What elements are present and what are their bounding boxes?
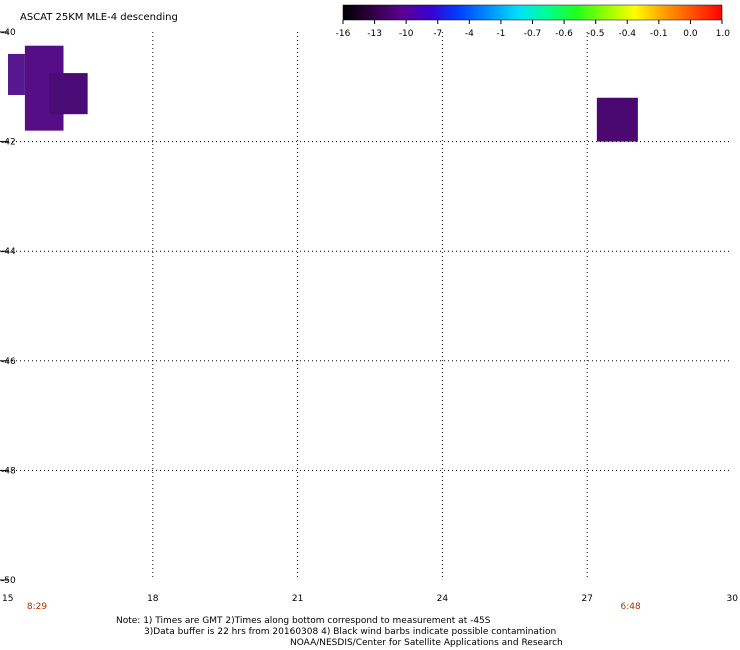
colorbar-label: -0.7 — [524, 29, 542, 39]
y-tick-label: -48 — [1, 466, 16, 476]
colorbar-label: -0.5 — [587, 29, 605, 39]
y-tick-label: -50 — [1, 576, 16, 586]
gridlines — [8, 32, 732, 580]
data-cell — [8, 53, 25, 96]
colorbar-label: -4 — [465, 29, 474, 39]
time-label: 6:48 — [621, 602, 641, 612]
x-tick-label: 30 — [727, 594, 739, 604]
colorbar-label: -0.1 — [650, 29, 668, 39]
colorbar-label: 0.0 — [683, 29, 698, 39]
y-tick-label: -40 — [1, 28, 16, 38]
y-tick-label: -44 — [1, 247, 16, 257]
colorbar-label: -13 — [367, 29, 382, 39]
data-cell — [596, 97, 638, 142]
x-tick-label: 18 — [147, 594, 159, 604]
colorbar-label: -0.6 — [555, 29, 573, 39]
x-axis: 15 18 21 24 27 30 — [2, 594, 738, 604]
data-cells — [8, 45, 638, 142]
colorbar-label: -0.4 — [618, 29, 636, 39]
x-tick-label: 24 — [437, 594, 449, 604]
y-tick-label: -42 — [1, 138, 16, 148]
colorbar-label: -10 — [399, 29, 414, 39]
x-tick-label: 27 — [581, 594, 592, 604]
time-label: 8:29 — [27, 602, 47, 612]
colorbar-label: -7 — [433, 29, 442, 39]
x-tick-label: 15 — [2, 594, 13, 604]
colorbar-bar — [342, 4, 723, 21]
y-tick-label: -46 — [1, 357, 16, 367]
x-tick-label: 21 — [292, 594, 303, 604]
colorbar-label: -1 — [496, 29, 505, 39]
note-line-2: 3)Data buffer is 22 hrs from 20160308 4)… — [144, 627, 557, 637]
note-line-1: Note: 1) Times are GMT 2)Times along bot… — [116, 616, 491, 626]
colorbar-label: 1.0 — [716, 29, 731, 39]
y-axis: -40 -42 -44 -46 -48 -50 — [0, 28, 16, 586]
time-labels: 8:29 6:48 — [27, 602, 641, 612]
chart-title: ASCAT 25KM MLE-4 descending — [20, 12, 178, 23]
colorbar: -16 -13 -10 -7 -4 -1 -0.7 -0.6 -0.5 -0.4 -0.1 0.0 1.… — [336, 4, 731, 39]
data-cell — [49, 73, 88, 115]
note-line-3: NOAA/NESDIS/Center for Satellite Applica… — [290, 638, 563, 648]
colorbar-label: -16 — [336, 29, 351, 39]
